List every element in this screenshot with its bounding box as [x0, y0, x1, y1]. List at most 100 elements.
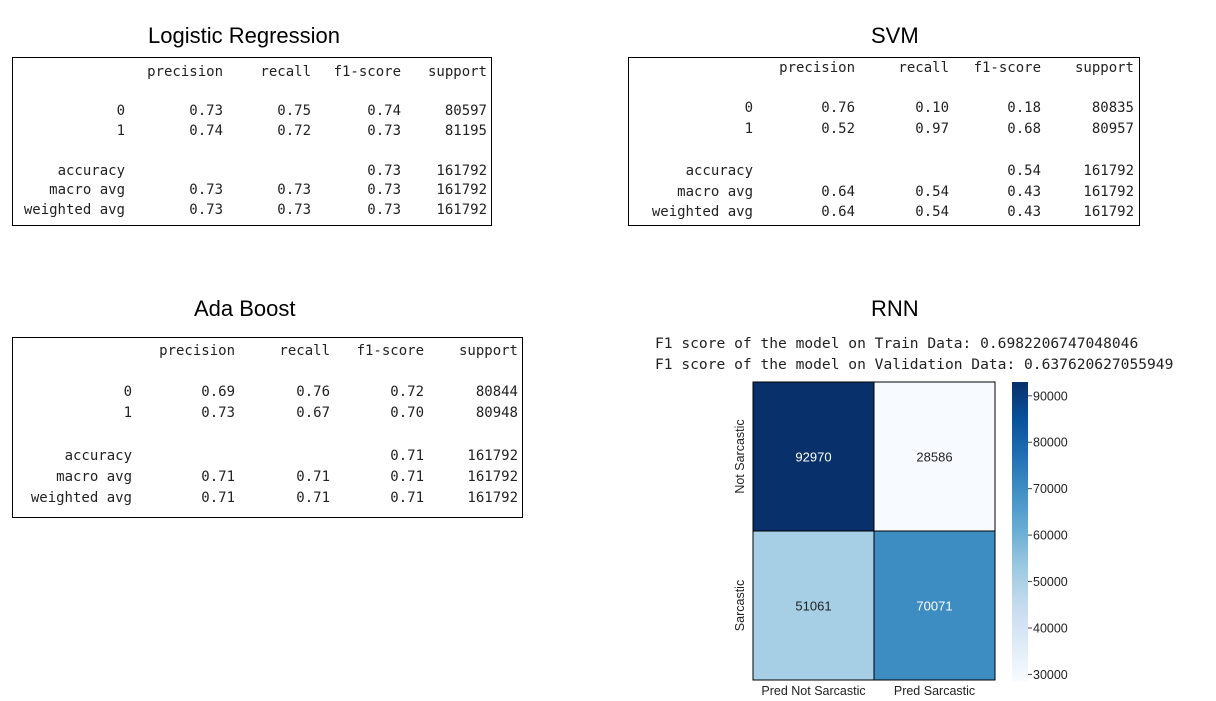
table-cell: 0.64 [821, 184, 855, 200]
row-label: 0 [744, 100, 753, 116]
colorbar-tick-label: 80000 [1033, 436, 1068, 450]
x-tick-label: Pred Sarcastic [894, 684, 975, 698]
table-cell: 0.71 [296, 490, 330, 506]
table-cell: 0.67 [296, 405, 330, 421]
rnn-validation-f1-note: F1 score of the model on Validation Data… [655, 356, 1174, 373]
table-cell: 0.43 [1007, 204, 1041, 220]
row-label: weighted avg [23, 202, 125, 218]
table-cell: 0.76 [821, 100, 855, 116]
colorbar-tick-label: 30000 [1033, 668, 1068, 682]
table-cell: 80948 [475, 405, 518, 421]
y-tick-label: Not Sarcastic [733, 419, 747, 493]
table-cell: 0.71 [201, 490, 235, 506]
rnn-train-f1-note: F1 score of the model on Train Data: 0.6… [655, 335, 1139, 352]
svm-title: SVM [871, 23, 919, 48]
table-cell: 0.18 [1007, 100, 1041, 116]
row-label: 1 [744, 121, 753, 137]
table-cell: 0.73 [189, 182, 223, 198]
row-label: 1 [116, 123, 125, 139]
row-label: macro avg [49, 182, 125, 198]
row-label: weighted avg [30, 490, 132, 506]
heatmap-cell-value: 92970 [795, 450, 831, 465]
colorbar-tick-label: 60000 [1033, 529, 1068, 543]
table-cell: 0.73 [189, 103, 223, 119]
colorbar-tick-label: 50000 [1033, 575, 1068, 589]
table-cell: 80957 [1091, 121, 1134, 137]
table-cell: 161792 [436, 202, 487, 218]
row-label: accuracy [64, 448, 132, 464]
table-cell: 0.54 [915, 204, 949, 220]
heatmap-cell-value: 70071 [916, 599, 952, 614]
ada-title: Ada Boost [194, 296, 296, 321]
table-cell: 0.54 [1007, 163, 1041, 179]
table-cell: 161792 [436, 182, 487, 198]
table-cell: 0.74 [189, 123, 223, 139]
table-cell: 81195 [444, 123, 487, 139]
table-cell: 0.52 [821, 121, 855, 137]
table-cell: 0.71 [296, 469, 330, 485]
table-cell: 80844 [475, 384, 518, 400]
table-cell: 161792 [1083, 163, 1134, 179]
table-cell: 0.68 [1007, 121, 1041, 137]
column-header: recall [260, 64, 311, 80]
table-cell: 0.74 [367, 103, 401, 119]
table-cell: 161792 [1083, 184, 1134, 200]
table-cell: 0.10 [915, 100, 949, 116]
table-cell: 161792 [436, 163, 487, 179]
table-cell: 0.73 [367, 182, 401, 198]
row-label: 0 [123, 384, 132, 400]
table-cell: 0.54 [915, 184, 949, 200]
table-cell: 0.73 [277, 202, 311, 218]
table-cell: 0.72 [390, 384, 424, 400]
column-header: precision [779, 60, 855, 76]
table-cell: 0.97 [915, 121, 949, 137]
column-header: support [458, 343, 518, 359]
column-header: f1-score [356, 343, 424, 359]
table-cell: 0.73 [367, 202, 401, 218]
table-cell: 161792 [1083, 204, 1134, 220]
row-label: 1 [123, 405, 132, 421]
table-cell: 0.69 [201, 384, 235, 400]
lr-title: Logistic Regression [148, 23, 340, 48]
row-label: macro avg [56, 469, 132, 485]
table-cell: 0.71 [390, 448, 424, 464]
row-label: 0 [116, 103, 125, 119]
table-cell: 0.71 [390, 469, 424, 485]
table-cell: 0.70 [390, 405, 424, 421]
table-cell: 0.71 [390, 490, 424, 506]
column-header: support [427, 64, 487, 80]
svm-report-table: precision recall f1-score support 0 0.76 0.10 0… [628, 57, 1140, 226]
heatmap-cell [752, 530, 875, 681]
column-header: f1-score [973, 60, 1041, 76]
heatmap-cell [873, 530, 996, 681]
table-cell: 0.64 [821, 204, 855, 220]
colorbar-tick-label: 90000 [1033, 389, 1068, 403]
column-header: recall [279, 343, 330, 359]
heatmap-cell [752, 381, 875, 532]
column-header: precision [147, 64, 223, 80]
table-cell: 161792 [467, 490, 518, 506]
column-header: precision [159, 343, 235, 359]
colorbar-tick-label: 40000 [1033, 621, 1068, 635]
table-cell: 161792 [467, 469, 518, 485]
table-cell: 0.73 [277, 182, 311, 198]
table-cell: 0.76 [296, 384, 330, 400]
colorbar-tick-label: 70000 [1033, 482, 1068, 496]
column-header: recall [898, 60, 949, 76]
row-label: accuracy [685, 163, 753, 179]
table-cell: 0.73 [367, 163, 401, 179]
column-header: f1-score [333, 64, 401, 80]
heatmap-cell-value: 28586 [916, 450, 952, 465]
table-cell: 0.73 [367, 123, 401, 139]
table-cell: 0.73 [201, 405, 235, 421]
table-cell: 80597 [444, 103, 487, 119]
table-cell: 0.71 [201, 469, 235, 485]
x-tick-label: Pred Not Sarcastic [761, 684, 865, 698]
rnn-title: RNN [871, 296, 919, 321]
heatmap-cell-value: 51061 [795, 599, 831, 614]
colorbar [1012, 382, 1028, 681]
table-cell: 0.43 [1007, 184, 1041, 200]
y-tick-label: Sarcastic [733, 580, 747, 631]
column-header: support [1074, 60, 1134, 76]
table-cell: 0.72 [277, 123, 311, 139]
